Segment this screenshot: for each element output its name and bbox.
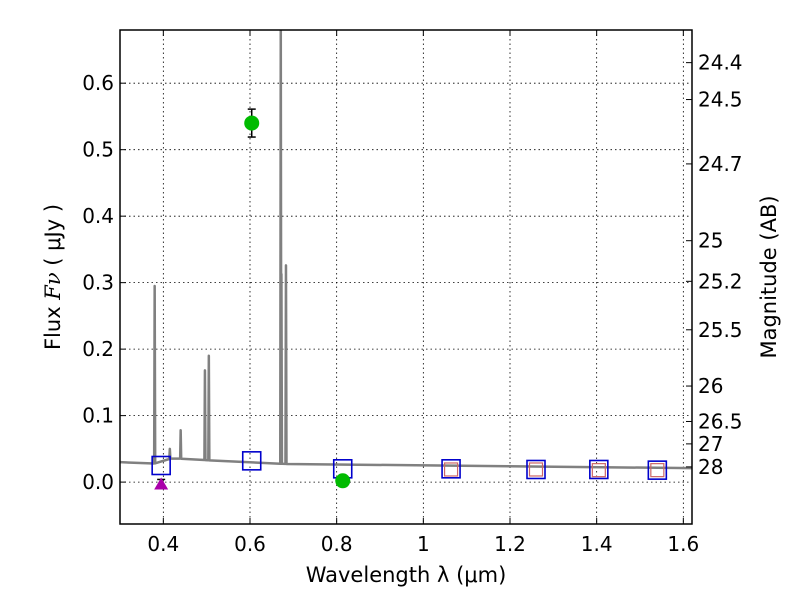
y-axis-label-prefix: Flux <box>41 300 65 350</box>
model-photometry-square <box>589 459 609 480</box>
y2-tick-label: 26 <box>698 374 723 398</box>
x-tick-label: 0.4 <box>147 532 179 556</box>
x-tick-label: 0.6 <box>234 532 266 556</box>
y-axis-label-symbol: Fν <box>41 272 65 301</box>
y2-tick-label: 26.5 <box>698 409 743 433</box>
model-photometry-ir-square <box>528 462 544 477</box>
y-axis-label-suffix: ( μJy ) <box>41 204 65 272</box>
model-photometry-square <box>647 460 668 480</box>
y2-tick-label: 24.4 <box>698 51 743 75</box>
y-tick-label: 0.1 <box>82 404 114 428</box>
plot-area <box>120 30 692 490</box>
y-tick-label: 0.3 <box>82 271 114 295</box>
x-axis-label: Wavelength λ (μm) <box>306 563 507 587</box>
y-axis-label: Flux Fν ( μJy ) <box>41 204 65 350</box>
y2-tick-label: 28 <box>698 455 723 479</box>
model-photometry-ir-square <box>650 463 665 478</box>
y2-axis-label: Magnitude (AB) <box>757 195 781 358</box>
upper-limit-triangle <box>154 477 169 490</box>
model-photometry-square <box>151 455 171 476</box>
y-tick-label: 0.5 <box>82 138 114 162</box>
model-photometry-ir-square <box>443 462 459 477</box>
model-photometry-square <box>526 459 546 480</box>
y-tick-label: 0.2 <box>82 337 114 361</box>
plot-frame <box>119 29 693 525</box>
model-photometry-square <box>441 459 461 479</box>
detection-point <box>335 473 351 489</box>
y2-tick-label: 25.2 <box>698 269 743 293</box>
x-tick-label: 0.8 <box>321 532 353 556</box>
y2-tick-label: 24.5 <box>698 88 743 112</box>
x-tick-label: 1.4 <box>581 532 613 556</box>
grid-layer <box>120 30 692 524</box>
detection-point <box>244 115 260 131</box>
y-tick-label: 0.6 <box>82 71 114 95</box>
y2-tick-label: 27 <box>698 432 723 456</box>
model-photometry-ir-square <box>591 463 606 478</box>
tick-layer: 0.4 0.6 0.8 1 1.2 1.4 1.6 0.0 0.1 0.2 0.3 0.4 0.5 0.6… <box>82 30 743 556</box>
y2-tick-label: 24.7 <box>698 152 743 176</box>
y-tick-label: 0.4 <box>82 204 114 228</box>
x-tick-label: 1.2 <box>494 532 526 556</box>
x-tick-label: 1.6 <box>667 532 699 556</box>
model-photometry-square <box>241 451 262 471</box>
y-tick-label: 0.0 <box>82 470 114 494</box>
data-layer <box>120 30 692 490</box>
x-tick-label: 1 <box>417 532 430 556</box>
y2-tick-label: 25 <box>698 229 723 253</box>
y2-tick-label: 25.5 <box>698 318 743 342</box>
